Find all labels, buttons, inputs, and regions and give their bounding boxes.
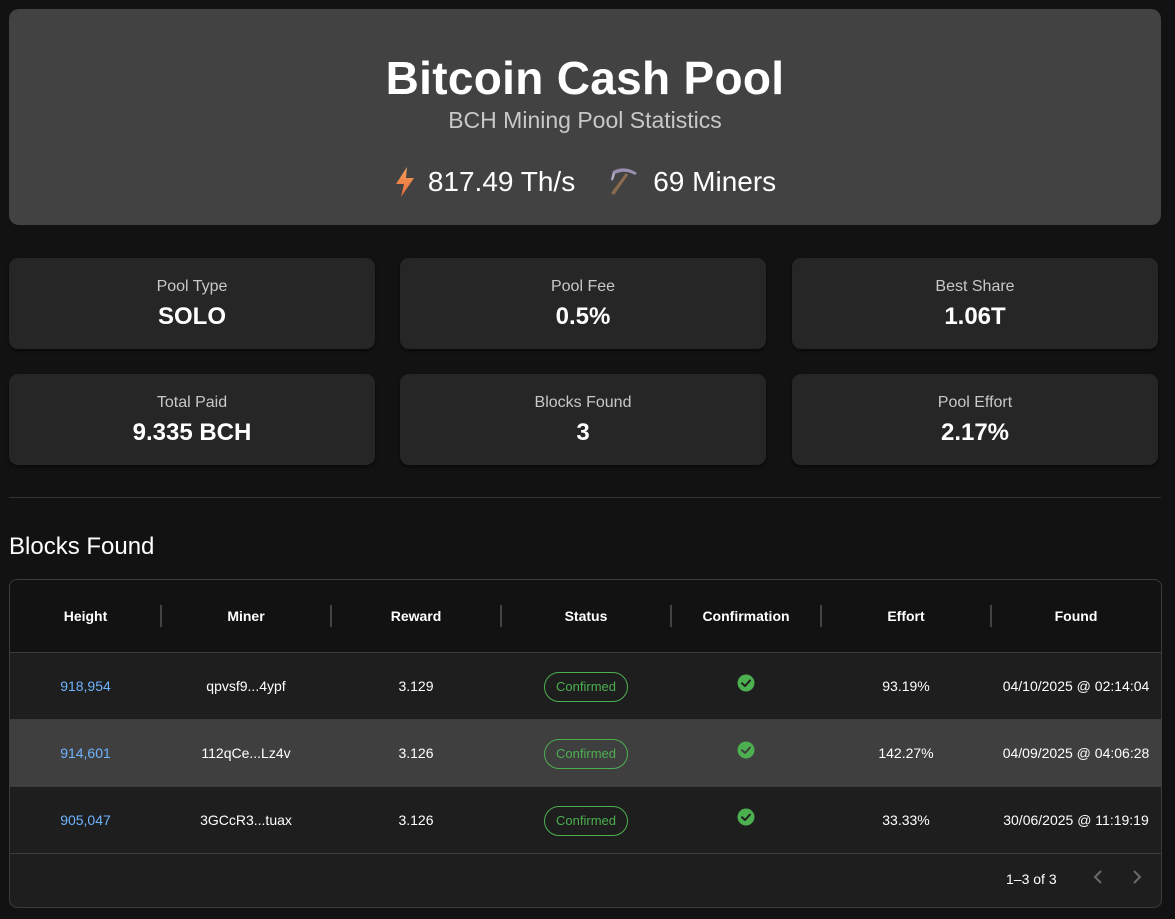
pool-effort-card: Pool Effort 2.17% [792,374,1158,465]
block-height-link[interactable]: 918,954 [60,678,111,694]
card-label: Total Paid [156,394,228,411]
card-value: 2.17% [940,419,1010,446]
block-height-link[interactable]: 914,601 [60,745,111,761]
previous-page-button[interactable] [1085,866,1111,892]
pool-header: Bitcoin Cash Pool BCH Mining Pool Statis… [9,9,1161,225]
found-timestamp: 04/09/2025 @ 04:06:28 [1002,745,1150,761]
column-resize-handle[interactable] [500,605,502,627]
column-header-status[interactable]: Status [564,608,608,624]
miner-address: 112qCe...Lz4v [201,745,291,761]
card-value: 0.5% [555,303,611,330]
hashrate-stat: 817.49 Th/s [394,166,575,198]
card-label: Pool Effort [937,394,1013,411]
confirmation-cell [671,787,821,853]
check-circle-icon [737,654,755,720]
page-title: Bitcoin Cash Pool [385,52,785,104]
status-cell: Confirmed [501,720,671,786]
table-row[interactable]: 914,601 112qCe...Lz4v 3.126 Confirmed 14… [10,720,1161,787]
status-cell: Confirmed [501,787,671,853]
column-header-reward[interactable]: Reward [390,608,442,624]
column-header-found[interactable]: Found [1054,608,1098,624]
table-header: Height Miner Reward Status Confirmation … [10,580,1161,653]
miner-address: qpvsf9...4ypf [206,678,286,694]
block-reward: 3.126 [398,745,434,761]
card-value: 3 [576,419,590,446]
check-circle-icon [737,788,755,854]
check-circle-icon [737,721,755,787]
chevron-right-icon [1132,869,1142,889]
card-label: Pool Type [156,278,228,295]
status-badge: Confirmed [544,739,628,770]
next-page-button[interactable] [1124,866,1150,892]
confirmation-cell [671,653,821,719]
block-reward: 3.129 [398,678,434,694]
miners-stat: 69 Miners [609,166,776,198]
header-stats: 817.49 Th/s 69 Miners [9,166,1161,198]
card-label: Pool Fee [550,278,616,295]
block-effort: 33.33% [882,812,930,828]
hashrate-value: 817.49 Th/s [427,166,576,197]
block-effort: 142.27% [878,745,934,761]
column-header-confirmation[interactable]: Confirmation [702,608,790,624]
column-header-height[interactable]: Height [63,608,108,624]
table-row[interactable]: 918,954 qpvsf9...4ypf 3.129 Confirmed 93… [10,653,1161,720]
column-header-effort[interactable]: Effort [887,608,925,624]
pagination-info: 1–3 of 3 [1006,871,1057,887]
found-timestamp: 04/10/2025 @ 02:14:04 [1002,678,1150,694]
found-timestamp: 30/06/2025 @ 11:19:19 [1003,812,1149,828]
table-row[interactable]: 905,047 3GCcR3...tuax 3.126 Confirmed 33… [10,787,1161,854]
column-resize-handle[interactable] [670,605,672,627]
table-pagination: 1–3 of 3 [10,852,1161,907]
total-paid-card: Total Paid 9.335 BCH [9,374,375,465]
card-label: Best Share [935,278,1015,295]
column-resize-handle[interactable] [820,605,822,627]
blocks-section-title: Blocks Found [9,533,155,560]
block-effort: 93.19% [882,678,930,694]
pool-type-card: Pool Type SOLO [9,258,375,349]
lightning-bolt-icon [394,166,416,198]
column-resize-handle[interactable] [160,605,162,627]
status-badge: Confirmed [544,806,628,837]
card-value: 9.335 BCH [132,419,252,446]
status-cell: Confirmed [501,653,671,719]
miner-address: 3GCcR3...tuax [200,812,292,828]
chevron-left-icon [1093,869,1103,889]
page-subtitle: BCH Mining Pool Statistics [448,107,722,133]
blocks-found-card: Blocks Found 3 [400,374,766,465]
column-header-miner[interactable]: Miner [227,608,265,624]
pool-fee-card: Pool Fee 0.5% [400,258,766,349]
pickaxe-icon [609,167,641,197]
card-label: Blocks Found [534,394,632,411]
status-badge: Confirmed [544,672,628,703]
blocks-table: Height Miner Reward Status Confirmation … [9,579,1162,908]
card-value: 1.06T [944,303,1006,330]
block-reward: 3.126 [398,812,434,828]
card-value: SOLO [157,303,226,330]
confirmation-cell [671,720,821,786]
block-height-link[interactable]: 905,047 [60,812,111,828]
column-resize-handle[interactable] [990,605,992,627]
best-share-card: Best Share 1.06T [792,258,1158,349]
column-resize-handle[interactable] [330,605,332,627]
section-divider [9,497,1161,498]
miners-count: 69 Miners [653,166,777,197]
